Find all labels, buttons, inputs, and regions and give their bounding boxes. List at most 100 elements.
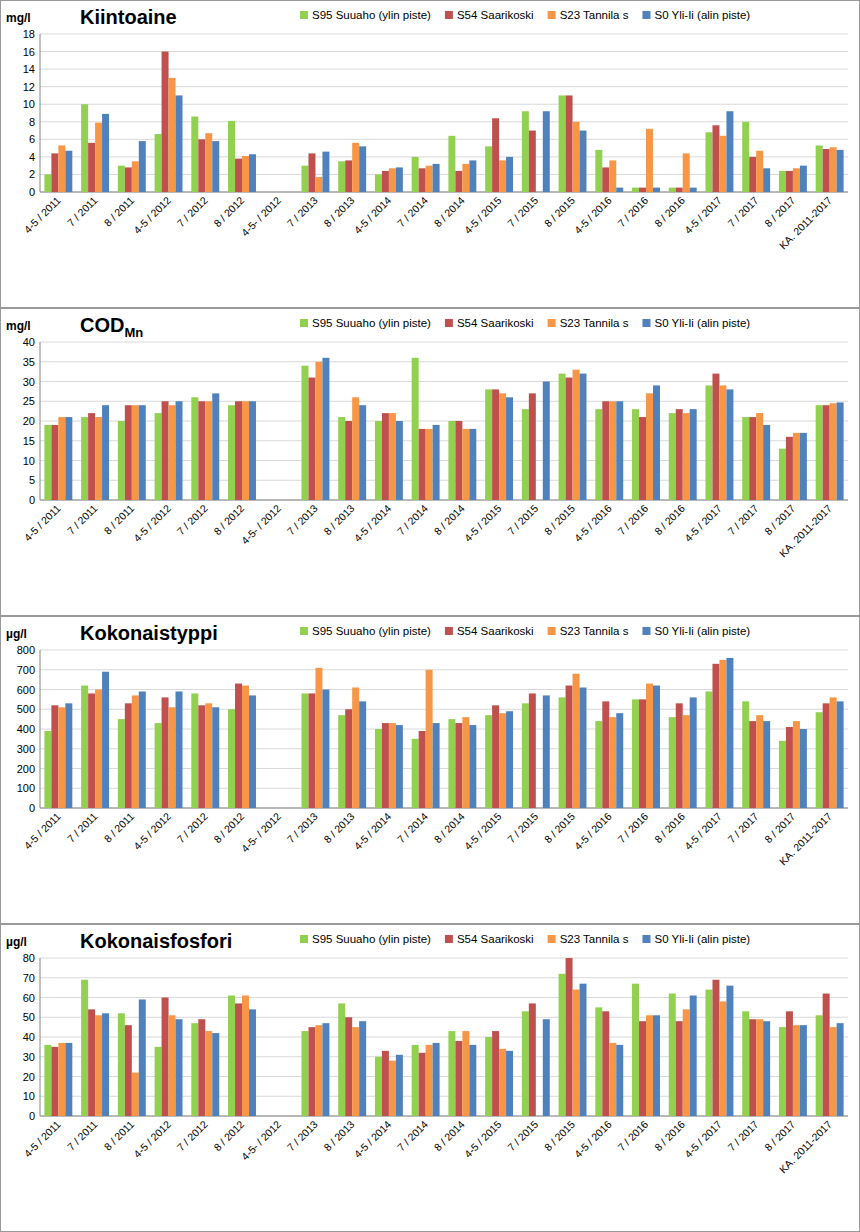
bar — [448, 421, 455, 500]
bar — [669, 994, 676, 1116]
bar — [65, 703, 72, 808]
grid-line — [40, 51, 848, 52]
category-label: 7 / 2013 — [285, 194, 320, 229]
bar — [800, 729, 807, 808]
legend-label: S54 Saarikoski — [457, 317, 534, 329]
category-label: 8 / 2017 — [762, 810, 797, 845]
bar — [705, 990, 712, 1116]
category-label: 8 / 2017 — [762, 194, 797, 229]
category-label: 8 / 2011 — [101, 502, 136, 537]
category-label: 7 / 2017 — [725, 502, 760, 537]
category-label: 4-5 / 2014 — [351, 810, 393, 852]
bar — [616, 1045, 623, 1116]
bar — [433, 1043, 440, 1116]
bar — [301, 166, 308, 192]
bar — [51, 425, 58, 500]
bar — [726, 389, 733, 500]
bar — [580, 984, 587, 1116]
bar — [322, 358, 329, 500]
bar — [609, 160, 616, 192]
y-axis — [40, 34, 41, 192]
bar — [81, 686, 88, 808]
bar — [162, 697, 169, 808]
bar — [169, 78, 176, 192]
bar — [800, 433, 807, 500]
category-label: KA. 2011-2017 — [777, 810, 835, 868]
bar — [322, 690, 329, 809]
bar — [462, 1031, 469, 1116]
legend-label: S23 Tannila s — [560, 9, 629, 21]
bar — [823, 994, 830, 1116]
bar — [669, 413, 676, 500]
bar — [837, 1023, 844, 1116]
bar — [573, 674, 580, 808]
category-label: 8 / 2016 — [652, 194, 687, 229]
axis-label: µg/l — [6, 935, 27, 949]
bar — [683, 715, 690, 808]
category-label: 4-5 / 2012 — [131, 1118, 173, 1160]
category-label: 7 / 2011 — [65, 502, 100, 537]
legend-label: S95 Suuaho (ylin piste) — [312, 317, 431, 329]
category-label: 7 / 2015 — [505, 194, 540, 229]
bar — [102, 1013, 109, 1116]
bar — [176, 1019, 183, 1116]
legend-label: S23 Tannila s — [560, 317, 629, 329]
bar — [301, 1031, 308, 1116]
bar — [616, 188, 623, 192]
bar — [44, 731, 51, 808]
bar — [396, 421, 403, 500]
bar — [816, 1015, 823, 1116]
bar — [529, 1003, 536, 1116]
bar — [492, 705, 499, 808]
category-label: 7 / 2015 — [505, 1118, 540, 1153]
bar — [683, 413, 690, 500]
grid-line — [40, 361, 848, 362]
tick-label: 35 — [23, 356, 35, 368]
bar — [419, 168, 426, 192]
legend-swatch — [445, 11, 453, 19]
tick-label: 25 — [23, 395, 35, 407]
bar — [162, 401, 169, 500]
bar — [646, 684, 653, 808]
bar — [609, 717, 616, 808]
legend-label: S95 Suuaho (ylin piste) — [312, 9, 431, 21]
bar — [742, 1011, 749, 1116]
bar — [389, 723, 396, 808]
bar — [235, 684, 242, 808]
bar — [205, 133, 212, 192]
bar — [102, 405, 109, 500]
category-label: 7 / 2015 — [505, 502, 540, 537]
bar — [95, 123, 102, 192]
tick-label: 700 — [17, 664, 35, 676]
bar — [763, 425, 770, 500]
legend-label: S0 Yli-Ii (alin piste) — [654, 933, 750, 945]
bar — [155, 723, 162, 808]
bar — [529, 693, 536, 808]
bar — [609, 1043, 616, 1116]
bar — [522, 409, 529, 500]
bar — [132, 161, 139, 192]
category-label: 7 / 2016 — [615, 502, 650, 537]
bar — [469, 160, 476, 192]
bar — [382, 171, 389, 192]
bar — [492, 1031, 499, 1116]
bar — [632, 699, 639, 808]
legend-label: S54 Saarikoski — [457, 933, 534, 945]
grid-line — [40, 342, 848, 343]
tick-label: 50 — [23, 1011, 35, 1023]
bar — [566, 686, 573, 808]
category-label: 7 / 2013 — [285, 502, 320, 537]
bar — [315, 177, 322, 192]
bar — [756, 715, 763, 808]
category-label: 8 / 2012 — [211, 810, 246, 845]
bar — [653, 385, 660, 500]
bar — [176, 401, 183, 500]
bar — [426, 429, 433, 500]
category-label: 7 / 2016 — [615, 194, 650, 229]
bar — [485, 1037, 492, 1116]
bar — [639, 1021, 646, 1116]
tick-label: 16 — [23, 46, 35, 58]
tick-label: 15 — [23, 435, 35, 447]
bar — [816, 405, 823, 500]
bar — [763, 721, 770, 808]
